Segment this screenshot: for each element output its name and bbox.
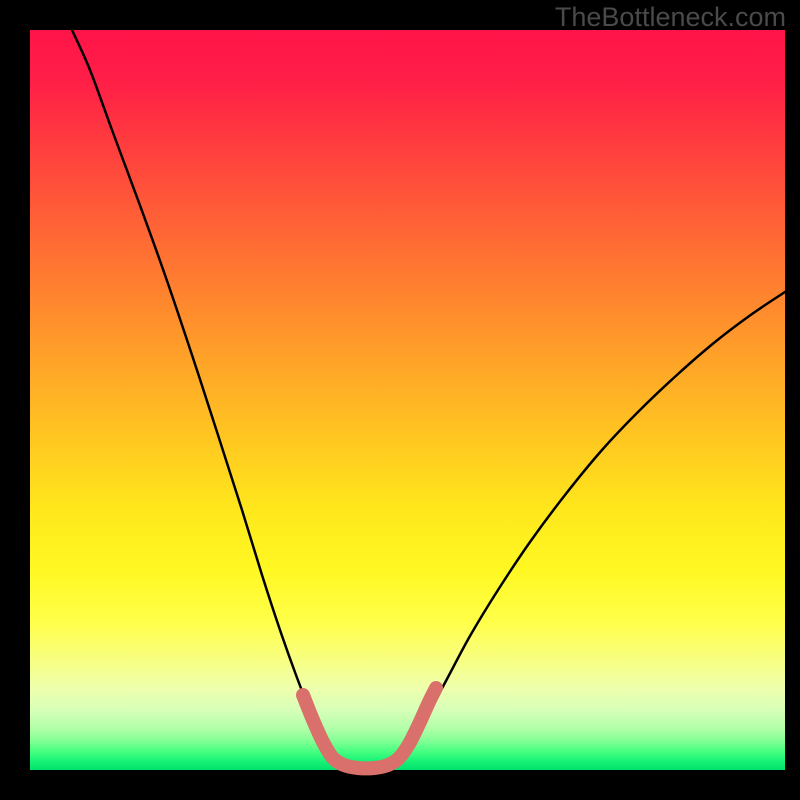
chart-stage: TheBottleneck.com bbox=[0, 0, 800, 800]
gradient-panel bbox=[30, 30, 785, 770]
chart-svg bbox=[0, 0, 800, 800]
